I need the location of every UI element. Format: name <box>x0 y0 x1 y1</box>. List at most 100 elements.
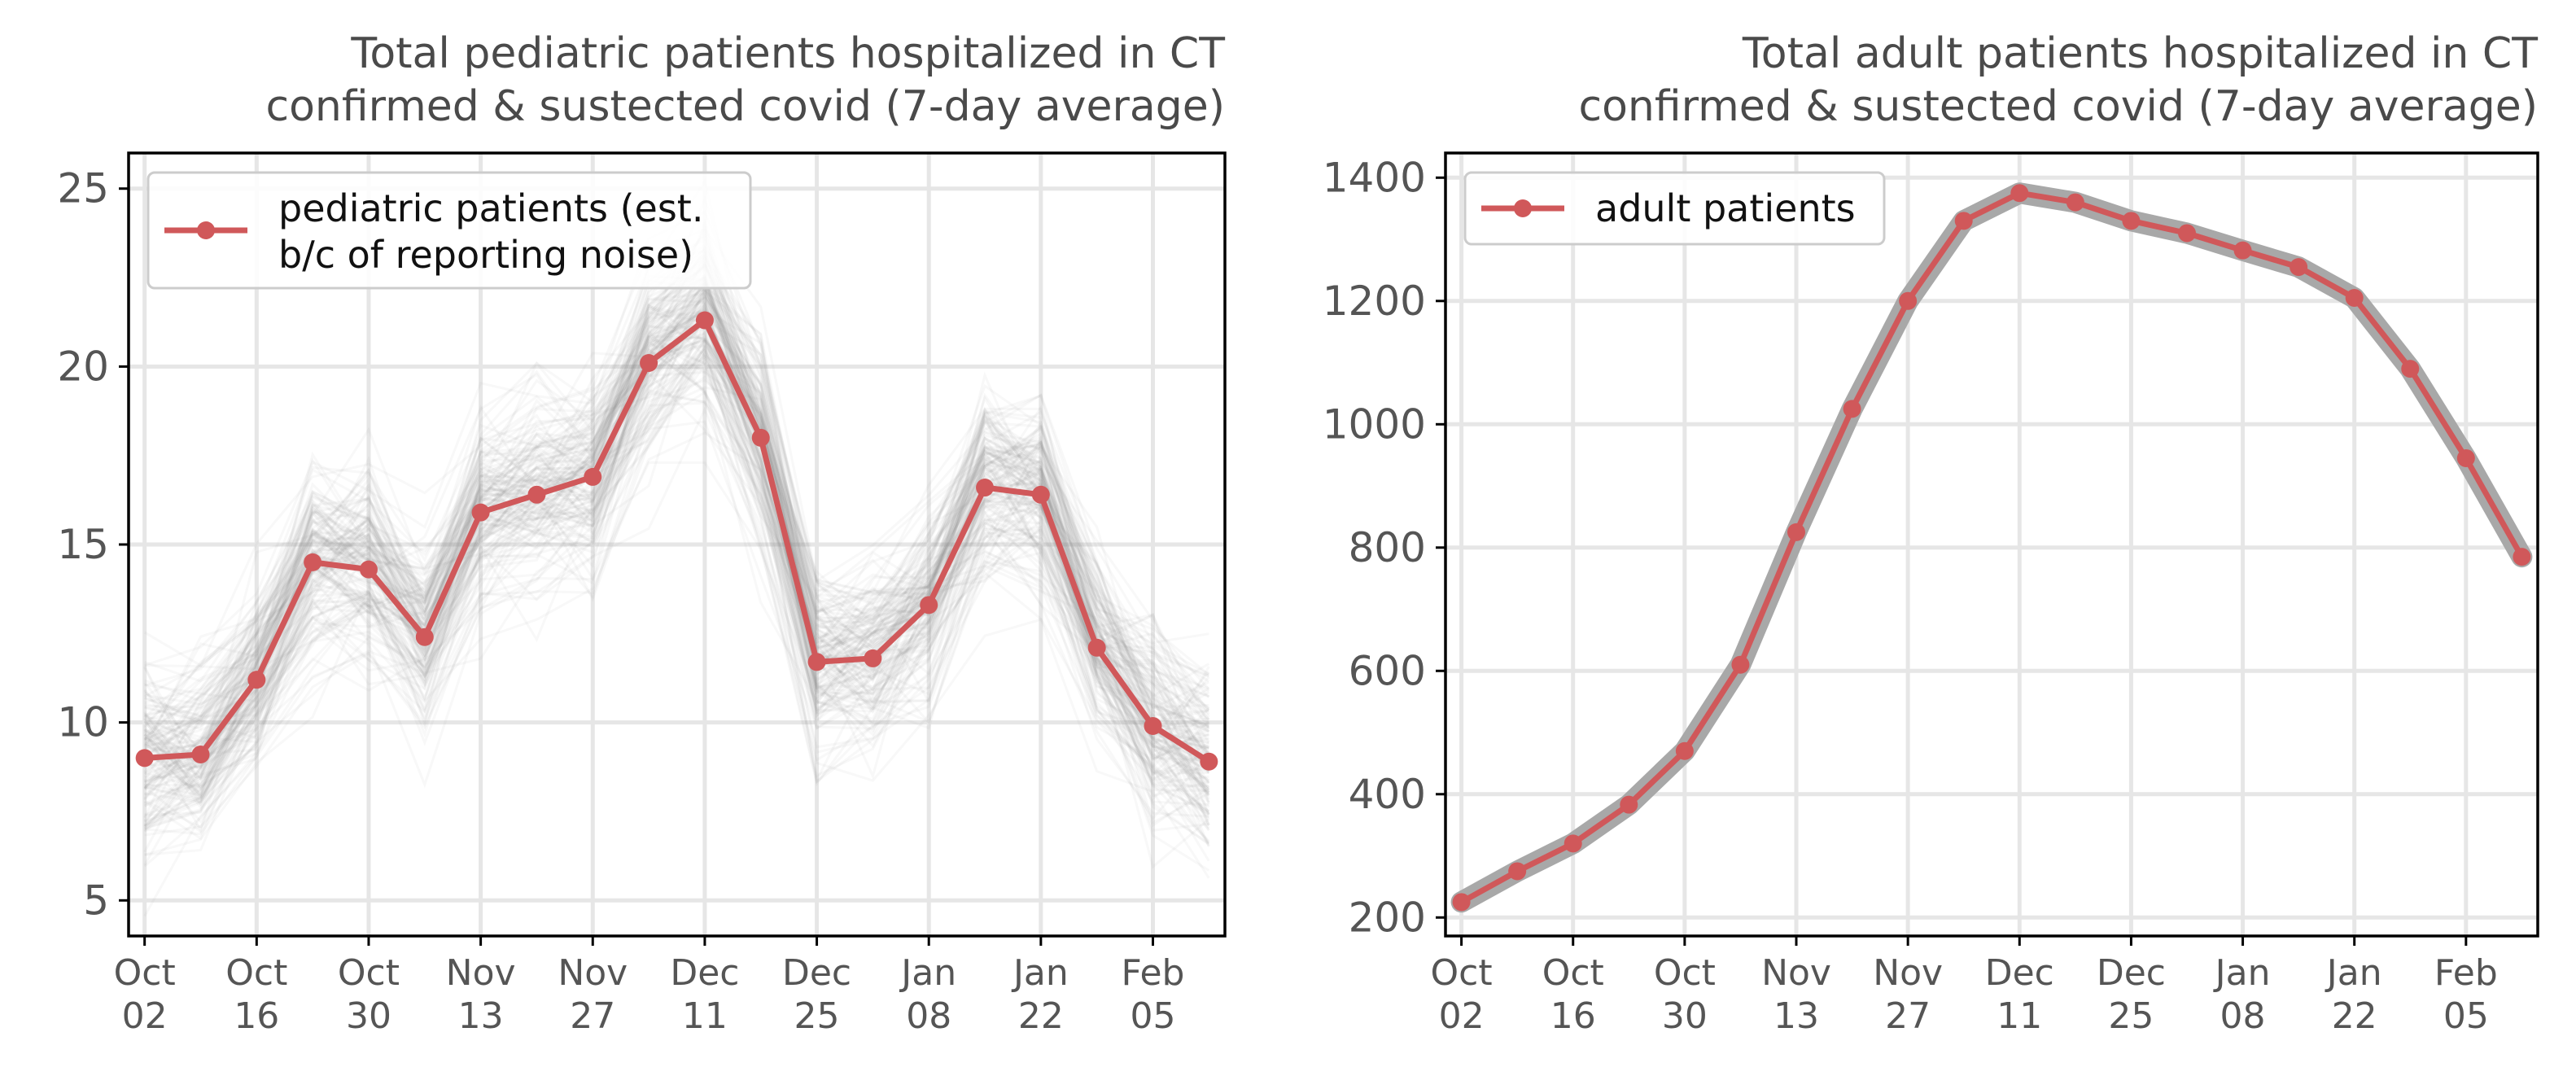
data-point <box>640 353 658 372</box>
simulated-trace <box>143 345 1209 824</box>
series-line <box>144 317 1211 764</box>
x-tick-label-day: 16 <box>234 995 279 1037</box>
simulated-trace <box>144 303 1210 812</box>
y-tick-label: 1000 <box>1323 400 1426 448</box>
simulated-trace <box>144 375 1210 816</box>
simulated-trace <box>143 335 1210 804</box>
simulated-trace <box>144 330 1210 832</box>
y-tick-label: 1400 <box>1323 154 1426 201</box>
simulated-trace <box>144 296 1210 774</box>
simulated-trace <box>143 292 1210 816</box>
x-tick-label-day: 27 <box>570 995 615 1037</box>
x-tick-label-month: Oct <box>114 952 176 994</box>
simulated-trace <box>144 283 1210 772</box>
x-tick-label-day: 02 <box>1439 995 1485 1037</box>
y-tick-label: 10 <box>57 699 109 746</box>
simulated-trace <box>144 335 1210 791</box>
y-tick-label: 20 <box>57 343 109 390</box>
data-point <box>135 749 154 768</box>
y-tick-label: 25 <box>57 165 109 212</box>
simulated-trace <box>144 273 1210 741</box>
simulated-trace <box>144 431 1210 819</box>
simulated-trace <box>143 303 1210 757</box>
simulated-trace <box>144 311 1209 787</box>
pediatric-chart-panel: 510152025Oct02Oct16Oct30Nov13Nov27Dec11D… <box>57 29 1227 1037</box>
simulated-trace <box>144 420 1210 856</box>
y-tick-label: 1200 <box>1323 278 1426 325</box>
x-tick-label-month: Oct <box>1431 952 1493 994</box>
simulated-trace <box>143 320 1210 828</box>
data-point <box>1508 862 1527 881</box>
adult-chart-panel: 200400600800100012001400Oct02Oct16Oct30N… <box>1323 29 2539 1037</box>
simulated-trace <box>144 370 1209 792</box>
simulated-trace <box>144 310 1210 721</box>
simulated-trace <box>144 343 1210 837</box>
simulated-trace <box>144 300 1210 862</box>
simulated-trace <box>143 281 1209 755</box>
simulated-trace <box>144 273 1210 750</box>
legend-label: pediatric patients (est. <box>278 186 703 230</box>
data-point <box>976 479 995 497</box>
data-point <box>1452 893 1471 912</box>
simulated-trace <box>144 356 1209 817</box>
simulated-trace <box>143 363 1210 786</box>
x-tick-label-day: 05 <box>1131 995 1176 1037</box>
simulated-trace <box>143 296 1210 796</box>
simulated-trace <box>143 294 1209 781</box>
simulated-trace <box>144 350 1210 816</box>
x-tick-label-month: Nov <box>446 952 516 994</box>
x-tick-label-month: Nov <box>558 952 628 994</box>
x-tick-label-month: Dec <box>1985 952 2054 994</box>
simulated-trace <box>143 348 1210 803</box>
data-point <box>1620 795 1638 814</box>
series <box>1452 184 2531 912</box>
simulated-trace <box>144 390 1210 842</box>
x-tick-label-month: Feb <box>1122 952 1185 994</box>
simulated-trace <box>143 285 1209 803</box>
simulated-trace <box>144 350 1210 856</box>
x-tick-label-month: Dec <box>2097 952 2166 994</box>
simulated-trace <box>143 330 1210 820</box>
simulated-trace <box>144 221 1210 719</box>
simulated-trace <box>144 348 1210 872</box>
simulated-trace <box>143 289 1209 765</box>
simulated-trace <box>143 461 1210 917</box>
simulated-trace <box>144 339 1210 784</box>
simulated-trace <box>143 276 1210 776</box>
simulated-trace <box>143 378 1209 807</box>
x-tick-label-day: 25 <box>794 995 840 1037</box>
data-point <box>415 628 434 646</box>
x-tick-label-day: 05 <box>2443 995 2489 1037</box>
simulated-trace <box>143 280 1209 748</box>
data-point <box>2290 258 2308 277</box>
x-tick-label-day: 13 <box>1773 995 1819 1037</box>
data-point <box>2233 241 2252 260</box>
simulated-trace <box>144 298 1210 763</box>
simulated-trace <box>143 356 1209 791</box>
series-line <box>1459 190 2525 905</box>
data-point <box>1843 400 1861 418</box>
simulated-trace <box>144 338 1209 824</box>
legend-box <box>147 171 752 290</box>
legend-swatch-marker <box>1514 199 1532 217</box>
simulated-trace <box>144 292 1210 773</box>
simulated-trace <box>143 250 1210 827</box>
data-point <box>1087 638 1106 657</box>
data-point <box>695 311 714 330</box>
simulated-trace <box>144 318 1210 798</box>
simulated-trace <box>144 348 1210 830</box>
simulated-trace <box>143 348 1210 802</box>
simulated-trace <box>143 345 1209 868</box>
simulated-trace <box>144 321 1210 779</box>
data-point <box>1787 523 1806 541</box>
data-point <box>2513 548 2531 566</box>
simulated-trace <box>143 275 1210 756</box>
simulated-trace <box>144 339 1209 776</box>
simulated-trace <box>144 244 1209 746</box>
simulated-trace <box>143 317 1209 761</box>
x-tick-label-day: 27 <box>1885 995 1931 1037</box>
x-tick-label-day: 08 <box>2220 995 2266 1037</box>
y-tick-label: 5 <box>83 877 109 924</box>
simulated-trace <box>143 338 1210 833</box>
simulated-trace <box>144 318 1209 764</box>
